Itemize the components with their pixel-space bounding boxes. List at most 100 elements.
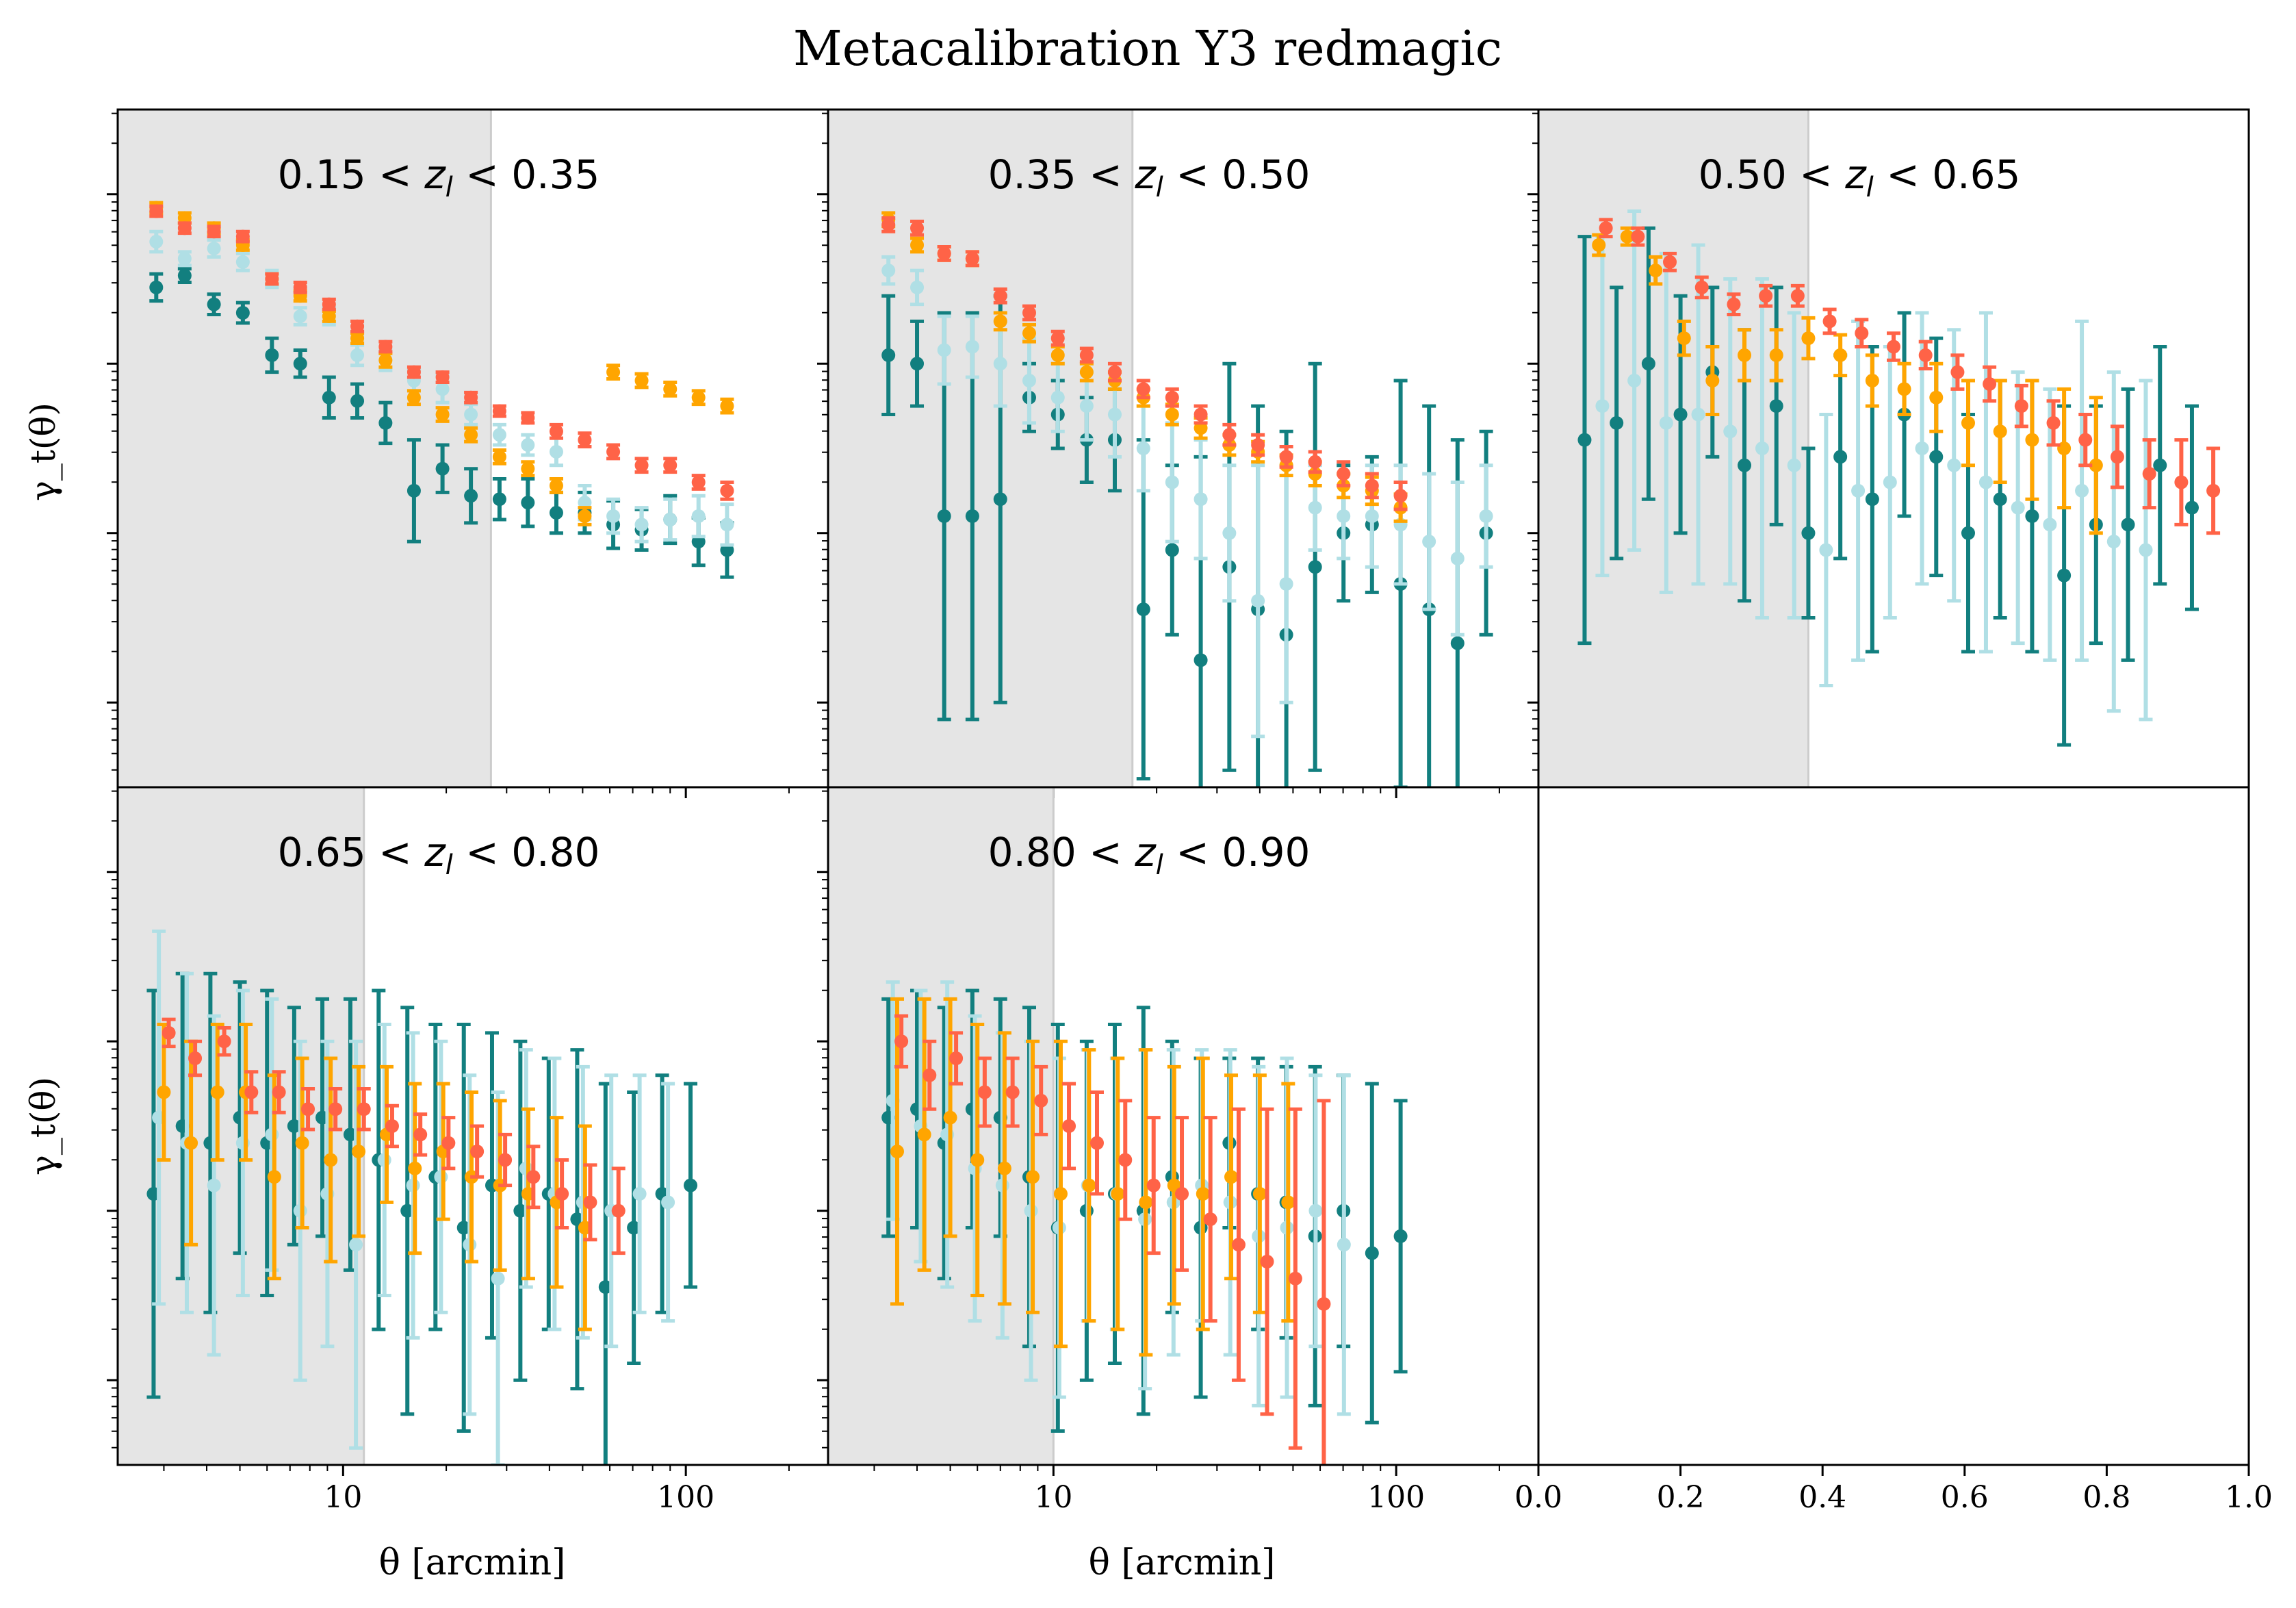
data-point <box>1146 1178 1161 1192</box>
data-point <box>521 496 535 510</box>
data-point <box>1317 1297 1331 1311</box>
label-sub: l <box>1156 172 1163 203</box>
series-2 <box>890 997 1295 1357</box>
x-tick-label: 0.6 <box>1941 1480 1989 1515</box>
data-point <box>549 506 563 520</box>
data-point <box>343 1127 357 1142</box>
data-point <box>937 246 951 261</box>
data-point <box>1947 458 1961 472</box>
data-point <box>456 1221 471 1235</box>
series-1 <box>152 929 675 1465</box>
data-point <box>2139 543 2153 557</box>
data-point <box>1865 374 1879 387</box>
data-point <box>1450 551 1465 565</box>
data-point <box>1822 314 1837 329</box>
data-point <box>377 1153 391 1167</box>
panel-2: 0.35 < zl < 0.50 <box>817 108 1540 798</box>
data-point <box>1769 399 1783 413</box>
data-point <box>549 424 563 439</box>
data-point <box>378 353 393 368</box>
data-point <box>691 390 706 405</box>
data-point <box>1929 390 1944 405</box>
data-point <box>1663 255 1677 269</box>
data-point <box>324 1153 338 1167</box>
data-point <box>1851 483 1866 498</box>
series-3 <box>881 216 1408 511</box>
data-point <box>1915 442 1929 455</box>
data-point <box>965 509 979 523</box>
data-point <box>492 404 506 418</box>
data-point <box>1136 382 1150 396</box>
data-points <box>146 929 698 1465</box>
data-point <box>2174 475 2189 489</box>
data-point <box>464 489 478 503</box>
data-point <box>583 1195 597 1210</box>
data-point <box>295 1136 309 1150</box>
data-point <box>2110 450 2124 464</box>
data-point <box>606 509 621 523</box>
data-point <box>949 1051 964 1065</box>
series-3 <box>1599 218 2221 535</box>
data-point <box>378 340 393 354</box>
data-point <box>1279 450 1293 464</box>
data-point <box>435 461 450 476</box>
y-axis-label-top: γ_t(θ) <box>23 403 63 501</box>
label-suffix: < 0.80 <box>453 829 600 876</box>
data-point <box>1194 653 1208 667</box>
data-point <box>526 1170 541 1184</box>
x-ticks: 10 100 <box>163 1465 790 1515</box>
data-point <box>1649 264 1663 278</box>
series-1 <box>881 255 1493 739</box>
data-point <box>521 461 535 476</box>
data-point <box>293 309 307 323</box>
data-point <box>1801 331 1816 346</box>
x-tick-label: 10 <box>324 1480 362 1515</box>
data-point <box>385 1119 399 1133</box>
data-point <box>1165 390 1179 405</box>
data-point <box>1393 489 1408 503</box>
data-point <box>350 348 365 362</box>
data-point <box>1595 399 1610 413</box>
scale-cut-shade <box>118 110 491 787</box>
data-point <box>598 1280 612 1294</box>
data-point <box>995 1178 1009 1192</box>
data-point <box>881 348 896 362</box>
data-point <box>1787 458 1801 472</box>
data-point <box>2046 416 2061 430</box>
data-point <box>1337 509 1351 523</box>
data-point <box>1107 407 1122 422</box>
y-axis-label-bottom: γ_t(θ) <box>23 1077 63 1175</box>
data-point <box>993 357 1007 371</box>
data-point <box>1050 348 1065 362</box>
data-point <box>1723 424 1738 439</box>
data-point <box>1897 382 1911 396</box>
data-point <box>217 1034 231 1049</box>
data-point <box>1599 221 1613 235</box>
data-point <box>1738 348 1752 362</box>
data-point <box>549 478 563 493</box>
x-tick-label: 0.2 <box>1657 1480 1705 1515</box>
data-point <box>993 314 1007 329</box>
data-point <box>322 390 336 405</box>
data-point <box>965 251 979 266</box>
label-sub: l <box>1156 850 1163 881</box>
data-point <box>634 458 649 472</box>
data-point <box>1961 526 1975 540</box>
data-point <box>407 390 421 405</box>
data-point <box>2184 500 2199 515</box>
data-point <box>1677 331 1691 346</box>
label-prefix: 0.35 < <box>988 151 1135 198</box>
data-point <box>1079 399 1094 413</box>
label-sub: l <box>1866 172 1874 203</box>
data-point <box>350 394 365 408</box>
data-point <box>1308 500 1322 515</box>
data-point <box>1279 577 1293 591</box>
label-sub: l <box>446 850 453 881</box>
x-tick-label: 0.0 <box>1514 1480 1562 1515</box>
series-3 <box>894 1014 1331 1465</box>
panel-3: 0.50 < zl < 0.65 <box>1527 108 2250 789</box>
data-point <box>1026 1170 1040 1184</box>
label-var: z <box>424 151 446 198</box>
data-point <box>1627 374 1642 387</box>
